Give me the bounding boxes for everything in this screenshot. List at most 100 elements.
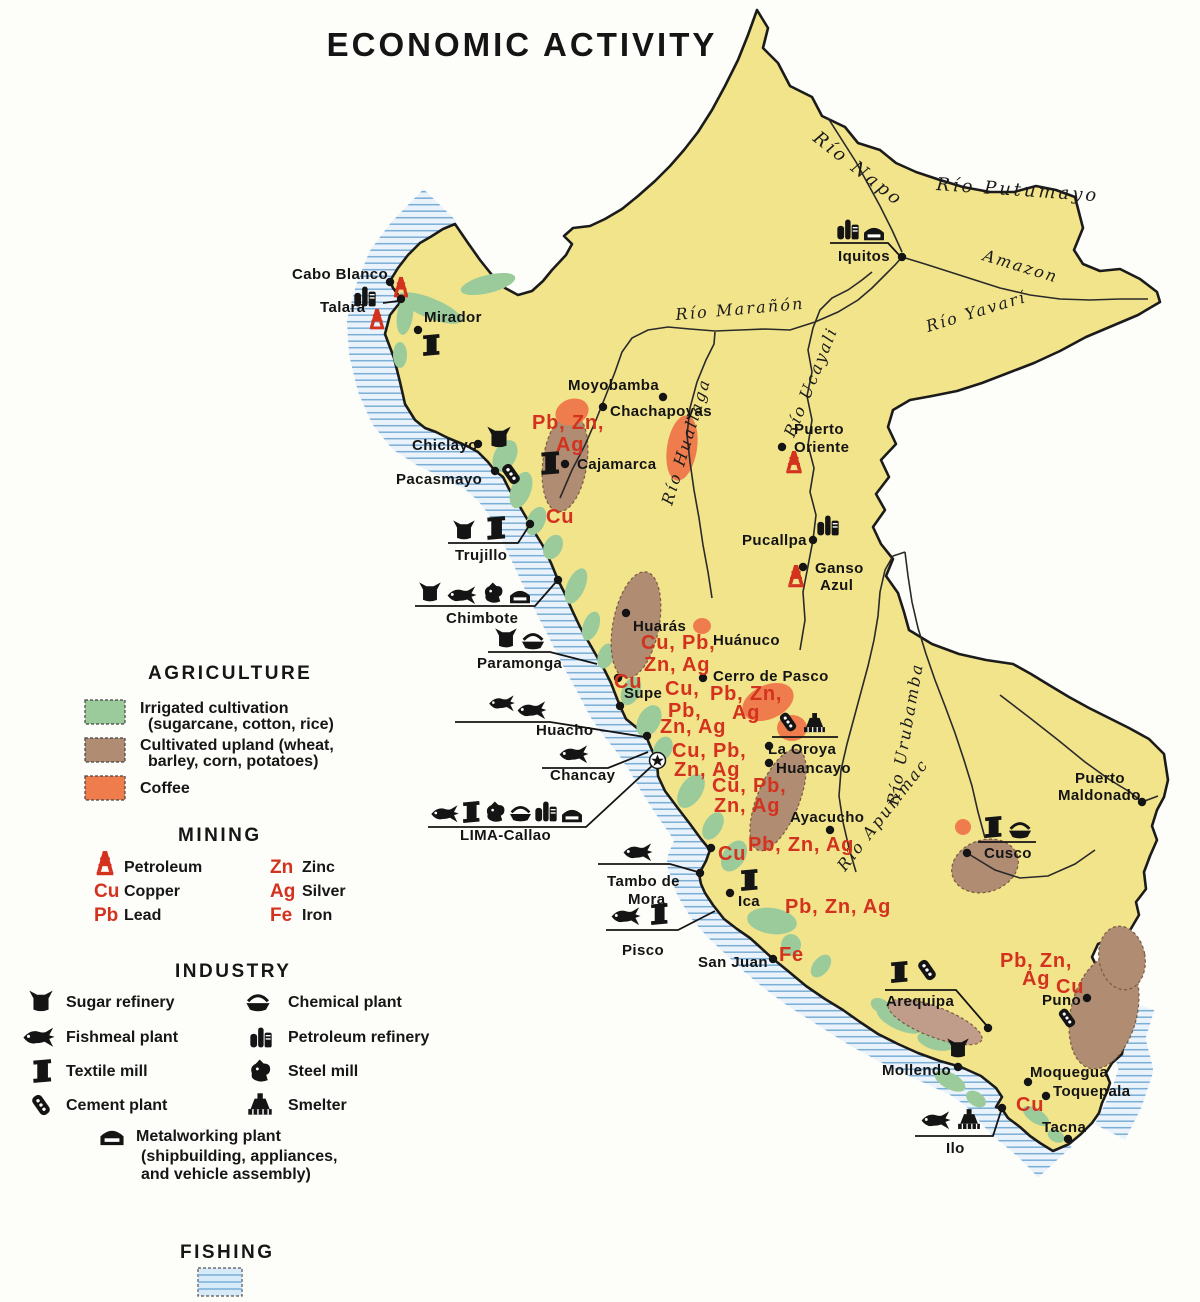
chemical-plant-icon (520, 633, 546, 651)
city-label-puerto-maldonado-2: Maldonado (1058, 787, 1141, 804)
sugar-refinery-icon (453, 520, 475, 540)
legend-heading-mining: MINING (178, 825, 262, 846)
legend-petroleum-refinery-label: Petroleum refinery (288, 1029, 429, 1046)
upland-swatch (84, 737, 126, 763)
sugar-refinery-icon (419, 582, 441, 602)
rio-napo-line (827, 117, 903, 253)
fishmeal-plant-icon (489, 695, 515, 712)
mineral-label: Zn, Ag (644, 654, 710, 676)
legend-textile-label: Textile mill (66, 1063, 148, 1080)
legend-irrigated-line2: (sugarcane, cotton, rice) (148, 716, 334, 733)
legend-cu-symbol: Cu (94, 881, 119, 902)
legend-heading-agriculture: AGRICULTURE (148, 663, 312, 684)
mineral-label: Cu, Pb, (641, 632, 716, 654)
legend-irrigated-line1: Irrigated cultivation (140, 700, 288, 717)
mineral-label: Ag (732, 702, 760, 724)
city-label-cusco: Cusco (984, 845, 1032, 862)
mineral-label: Cu (718, 843, 746, 865)
city-label-tambo-2: Mora (628, 891, 666, 908)
city-label-puerto-oriente-2: Oriente (794, 439, 849, 456)
city-label-lima-callao: LIMA-Callao (460, 827, 551, 844)
legend-metalworking-line3: and vehicle assembly) (141, 1166, 311, 1183)
city-label-toquepala: Toquepala (1053, 1083, 1131, 1100)
city-label-la-oroya: La Oroya (768, 741, 836, 758)
mineral-label: Cu (1056, 976, 1084, 998)
mineral-label: Pb, Zn, Ag (785, 896, 891, 918)
city-label-chiclayo: Chiclayo (412, 437, 478, 454)
mineral-label: Pb, Zn, Ag (748, 834, 854, 856)
mineral-label: Ag (556, 434, 584, 456)
city-label-tacna: Tacna (1042, 1119, 1086, 1136)
mineral-label: Pb, Zn, (1000, 950, 1072, 972)
mineral-labels: Pb, Zn, Ag Cu Cu, Pb, Zn, Ag Cu Cu, Pb, … (532, 412, 1084, 1116)
sugar-refinery-icon (29, 990, 53, 1012)
chemical-plant-icon (244, 994, 272, 1013)
textile-mill-icon (33, 1059, 52, 1083)
fishing-swatch (197, 1267, 243, 1297)
city-label-chancay: Chancay (550, 767, 616, 784)
city-label-tambo-1: Tambo de (607, 873, 680, 890)
irrigated-cultivation-areas (393, 272, 1065, 1143)
mineral-label: Cu, Pb, (712, 775, 787, 797)
mineral-label: Pb, Zn, (710, 683, 782, 705)
amazon-line (901, 256, 1148, 301)
fishmeal-plant-icon (23, 1027, 55, 1047)
city-label-cerro-de-pasco: Cerro de Pasco (713, 668, 829, 685)
city-label-arequipa: Arequipa (886, 993, 954, 1010)
mineral-label: Zn, Ag (674, 759, 740, 781)
fishmeal-plant-icon (611, 907, 641, 926)
city-label-trujillo: Trujillo (455, 547, 507, 564)
mineral-label: Zn, Ag (714, 795, 780, 817)
legend-cement-label: Cement plant (66, 1097, 168, 1114)
metalworking-plant-icon (562, 809, 582, 823)
city-label-pisco: Pisco (622, 942, 664, 959)
city-label-huancayo: Huancayo (776, 760, 851, 777)
petroleum-refinery-icon (249, 1026, 273, 1049)
mineral-label: Fe (779, 944, 804, 966)
textile-mill-icon (462, 801, 480, 823)
apurimac-line (838, 551, 906, 873)
legend-upland-line2: barley, corn, potatoes) (148, 753, 318, 770)
city-label-chimbote: Chimbote (446, 610, 518, 627)
mineral-label: Cu (1016, 1094, 1044, 1116)
city-label-huaras: Huarás (633, 618, 686, 635)
city-dots (385, 252, 1147, 1144)
city-label-moyobamba: Moyobamba (568, 377, 659, 394)
legend-fe-symbol: Fe (270, 905, 292, 926)
huallaga-line (686, 331, 716, 599)
legend-iron-label: Iron (302, 907, 332, 924)
city-label-puno: Puno (1042, 992, 1081, 1009)
petroleum-derrick-icon (95, 850, 115, 876)
mineral-label: Pb, (668, 700, 702, 722)
city-label-ilo: Ilo (946, 1140, 965, 1157)
irrigated-swatch (84, 699, 126, 725)
city-label-talara: Talara (320, 299, 366, 316)
city-label-ganso-2: Azul (820, 577, 853, 594)
page-title: ECONOMIC ACTIVITY (327, 26, 718, 63)
legend-smelter-label: Smelter (288, 1097, 347, 1114)
legend-upland-line1: Cultivated upland (wheat, (140, 737, 334, 754)
city-label-cajamarca: Cajamarca (577, 456, 657, 473)
fishmeal-plant-icon (559, 745, 589, 764)
legend-ag-symbol: Ag (270, 881, 295, 902)
city-label-puerto-oriente-1: Puerto (794, 421, 844, 438)
lima-capital-star-icon (648, 751, 667, 770)
city-label-supe: Supe (624, 685, 662, 702)
city-label-ica: Ica (738, 893, 760, 910)
city-label-cabo-blanco: Cabo Blanco (292, 266, 388, 283)
city-label-ayacucho: Ayacucho (790, 809, 864, 826)
label-connector-lines (382, 242, 1036, 1137)
city-label-iquitos: Iquitos (838, 248, 890, 265)
ucayali-line (799, 271, 873, 651)
legend-metalworking-line2: (shipbuilding, appliances, (141, 1148, 337, 1165)
city-label-paramonga: Paramonga (477, 655, 563, 672)
legend-zn-symbol: Zn (270, 857, 293, 878)
legend-silver-label: Silver (302, 883, 346, 900)
legend-chemical-label: Chemical plant (288, 994, 402, 1011)
city-label-pacasmayo: Pacasmayo (396, 471, 482, 488)
legend-zinc-label: Zinc (302, 859, 335, 876)
city-label-chachapoyas: Chachapoyas (610, 403, 712, 420)
metalworking-plant-icon (100, 1130, 124, 1146)
sugar-refinery-icon (495, 628, 517, 648)
fishmeal-plant-icon (517, 701, 547, 720)
